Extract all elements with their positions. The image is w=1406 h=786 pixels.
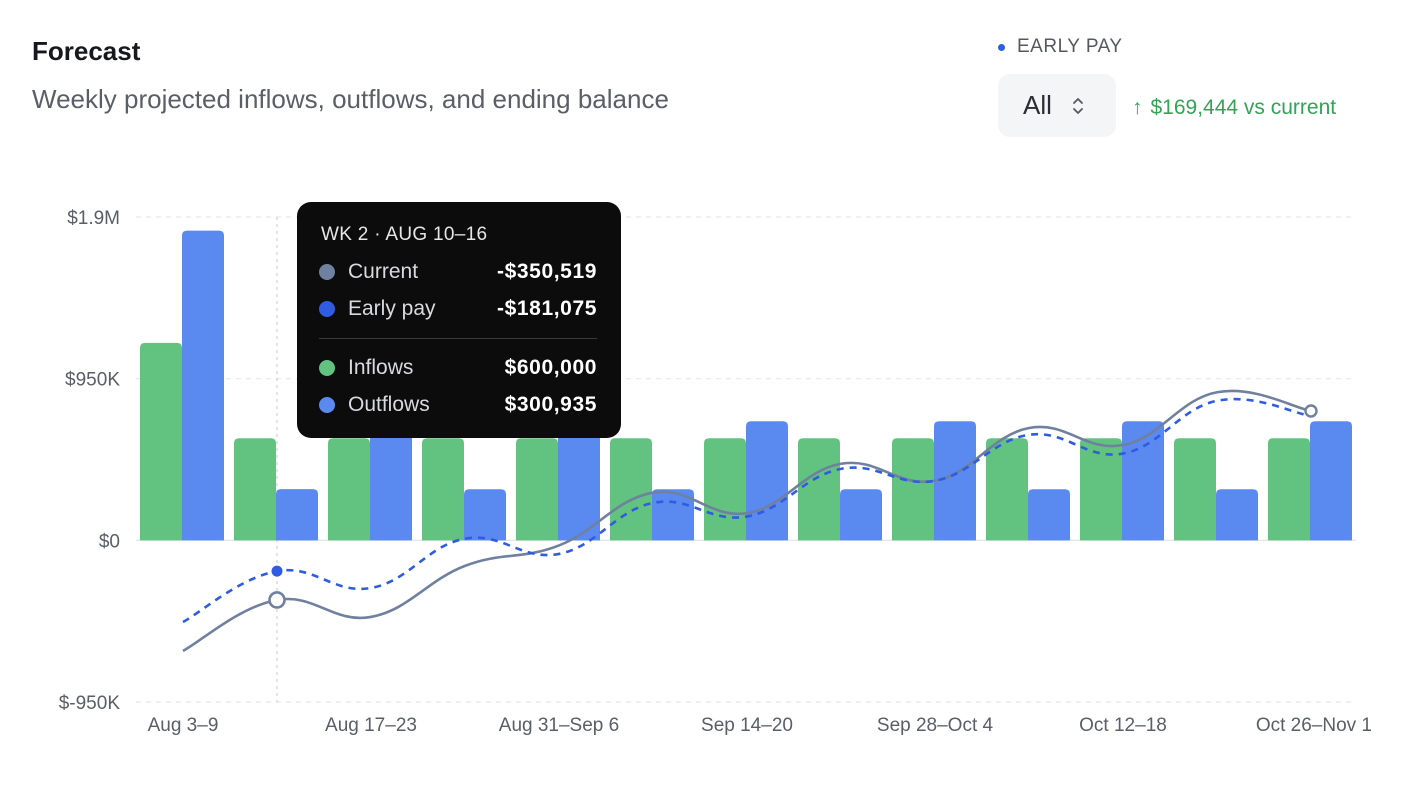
- series-filter-value: All: [1023, 90, 1052, 120]
- inflows-bar: [892, 438, 934, 541]
- inflows-swatch: [319, 360, 335, 376]
- tooltip-row-value: -$181,075: [497, 297, 597, 320]
- early-pay-swatch: [319, 301, 335, 317]
- y-tick-label: $950K: [65, 370, 120, 391]
- y-tick-label: $-950K: [59, 693, 121, 714]
- inflows-bar: [1268, 438, 1310, 541]
- tooltip-row-value: $300,935: [504, 393, 597, 416]
- tooltip-row-value: $600,000: [504, 356, 597, 379]
- x-tick-label: Sep 14–20: [701, 715, 793, 736]
- inflows-bar: [704, 438, 746, 541]
- chevron-up-down-icon: [1073, 98, 1083, 114]
- outflows-bar: [1028, 489, 1070, 541]
- inflows-bar: [986, 438, 1028, 541]
- early-pay-legend-label: EARLY PAY: [1017, 36, 1123, 57]
- tooltip-row-label: Current: [348, 260, 419, 283]
- outflows-bar: [840, 489, 882, 541]
- current-swatch: [319, 264, 335, 280]
- inflows-bar: [140, 342, 182, 541]
- early-pay-balance-line: [182, 397, 1312, 624]
- inflows-bar: [610, 438, 652, 541]
- outflows-bar: [464, 489, 506, 541]
- y-tick-label: $0: [99, 531, 120, 552]
- tooltip-row-outflows: Outflows $300,935: [319, 391, 597, 419]
- y-tick-label: $1.9M: [67, 208, 120, 229]
- chart-tooltip: WK 2 · AUG 10–16 Current -$350,519 Early…: [297, 202, 621, 438]
- x-tick-label: Oct 12–18: [1079, 715, 1167, 736]
- tooltip-row-value: -$350,519: [497, 260, 597, 283]
- chart-title: Forecast: [32, 36, 141, 66]
- inflows-bar: [234, 438, 276, 541]
- outflows-bar: [1216, 489, 1258, 541]
- tooltip-row-inflows: Inflows $600,000: [319, 354, 597, 382]
- chart-subtitle: Weekly projected inflows, outflows, and …: [32, 84, 669, 114]
- x-tick-label: Oct 26–Nov 1: [1256, 715, 1372, 736]
- inflows-bar: [328, 438, 370, 541]
- inflows-bar: [422, 438, 464, 541]
- x-tick-label: Aug 31–Sep 6: [499, 715, 619, 736]
- outflows-bar: [182, 230, 224, 541]
- outflows-bar: [1310, 421, 1352, 541]
- outflows-bar: [746, 421, 788, 541]
- early-pay-legend: EARLY PAY: [998, 36, 1123, 58]
- tooltip-row-label: Early pay: [348, 297, 436, 320]
- tooltip-row-current: Current -$350,519: [319, 258, 597, 286]
- arrow-up-icon: ↑: [1132, 96, 1143, 119]
- tooltip-row-early-pay: Early pay -$181,075: [319, 295, 597, 323]
- current-end-marker: [1304, 404, 1318, 418]
- inflows-bar: [1174, 438, 1216, 541]
- outflows-swatch: [319, 397, 335, 413]
- inflows-bar: [1080, 438, 1122, 541]
- tooltip-heading: WK 2 · AUG 10–16: [321, 224, 488, 245]
- early-pay-legend-dot: [998, 43, 1005, 51]
- balance-delta: ↑ $169,444 vs current: [1132, 96, 1336, 120]
- tooltip-divider: [319, 338, 597, 339]
- x-tick-label: Aug 17–23: [325, 715, 417, 736]
- early-pay-marker: [271, 565, 283, 577]
- x-tick-label: Aug 3–9: [148, 715, 219, 736]
- tooltip-row-label: Inflows: [348, 356, 414, 379]
- outflows-bar: [276, 489, 318, 541]
- current-balance-line: [182, 389, 1312, 653]
- tooltip-row-label: Outflows: [348, 393, 430, 416]
- inflows-bar: [516, 438, 558, 541]
- inflows-bar: [798, 438, 840, 541]
- outflows-bar: [934, 421, 976, 541]
- series-filter-select[interactable]: All: [998, 74, 1116, 137]
- current-marker: [268, 591, 286, 609]
- x-tick-label: Sep 28–Oct 4: [877, 715, 994, 736]
- balance-delta-text: $169,444 vs current: [1150, 96, 1337, 119]
